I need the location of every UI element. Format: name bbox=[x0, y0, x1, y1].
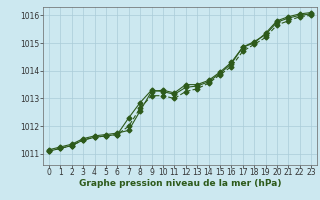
X-axis label: Graphe pression niveau de la mer (hPa): Graphe pression niveau de la mer (hPa) bbox=[79, 179, 281, 188]
